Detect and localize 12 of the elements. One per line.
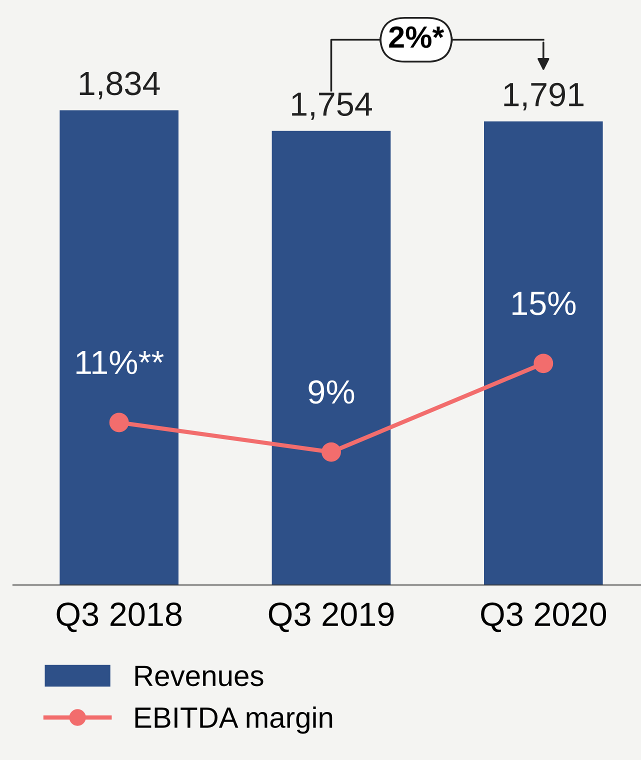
data-label: 15% — [512, 292, 576, 316]
data-label: 1,834 — [80, 72, 160, 100]
x-tick-label: Q3 2020 — [481, 602, 606, 632]
x-tick-label: Q3 2019 — [268, 602, 394, 632]
x-tick-label: Q3 2018 — [56, 602, 182, 632]
legend-label: Revenues — [135, 666, 264, 686]
data-label: 11%** — [76, 350, 164, 374]
data-label: 9% — [308, 380, 354, 404]
legend-label: EBITDA margin — [135, 706, 332, 734]
data-label: 1,791 — [504, 82, 584, 110]
text: 2%* — [389, 26, 444, 48]
data-label: 1,754 — [292, 92, 372, 120]
